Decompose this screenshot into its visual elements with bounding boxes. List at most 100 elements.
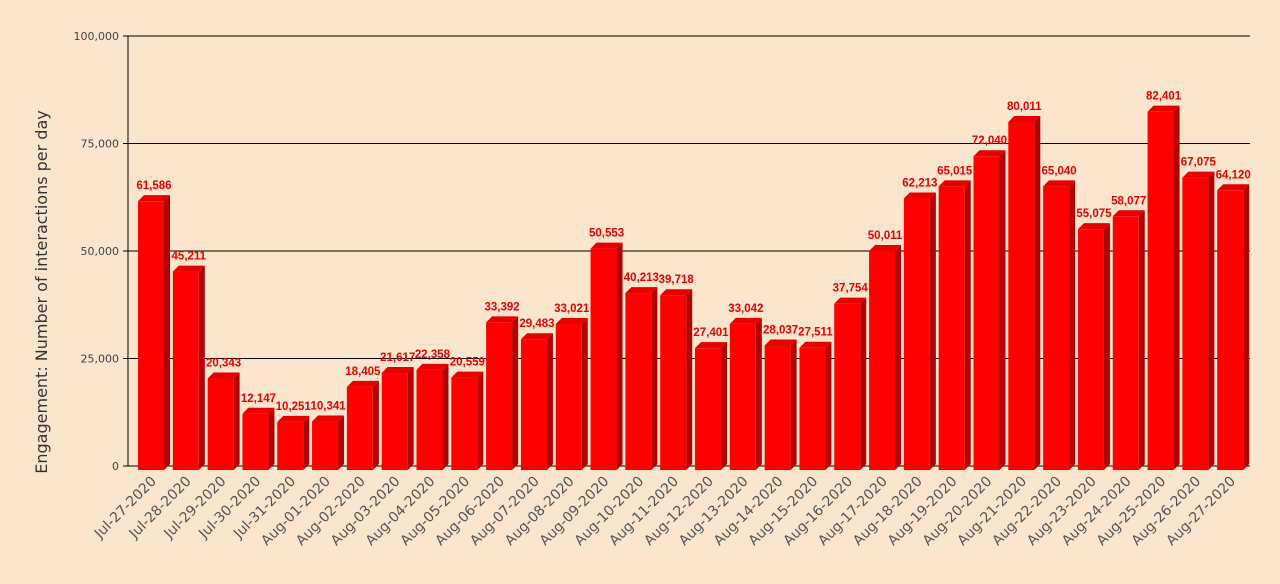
bar bbox=[1043, 180, 1076, 470]
bar-top bbox=[416, 363, 449, 370]
bar-side bbox=[616, 242, 623, 470]
data-label: 65,015 bbox=[937, 165, 973, 177]
bar-front bbox=[869, 250, 896, 470]
bar bbox=[1112, 210, 1145, 470]
bar-front bbox=[1147, 111, 1174, 471]
y-tick-label: 50,000 bbox=[81, 245, 120, 258]
bar-top bbox=[938, 180, 971, 187]
y-axis-ticks: 0 25,000 50,000 75,000 100,000 bbox=[74, 30, 129, 473]
data-label: 40,213 bbox=[624, 272, 659, 284]
bar-top bbox=[660, 289, 693, 296]
bar-side bbox=[929, 192, 936, 470]
bar-top bbox=[172, 265, 205, 272]
bar bbox=[834, 297, 867, 470]
bar-top bbox=[799, 341, 832, 348]
data-label: 45,211 bbox=[172, 251, 207, 263]
data-label: 21,617 bbox=[380, 352, 415, 364]
y-tick-label: 100,000 bbox=[74, 30, 120, 43]
data-label: 80,011 bbox=[1007, 101, 1042, 113]
bar-side bbox=[268, 407, 275, 470]
bar bbox=[520, 333, 553, 470]
bar-top bbox=[695, 342, 727, 349]
bar bbox=[207, 372, 240, 470]
bar-side bbox=[372, 380, 379, 470]
bar-front bbox=[625, 293, 652, 470]
bar-front bbox=[1077, 229, 1104, 470]
bar-front bbox=[312, 421, 339, 470]
bar-front bbox=[381, 373, 408, 470]
bars bbox=[138, 105, 1250, 471]
bar-side bbox=[825, 341, 832, 470]
bar bbox=[695, 342, 727, 470]
bar-front bbox=[903, 198, 930, 470]
bar-side bbox=[477, 371, 484, 470]
data-label: 29,483 bbox=[519, 318, 554, 330]
bar bbox=[799, 341, 832, 470]
bar-side bbox=[1208, 171, 1215, 470]
bar-top bbox=[729, 317, 762, 324]
bar-side bbox=[338, 415, 345, 470]
bar-top bbox=[312, 415, 345, 422]
bar-front bbox=[834, 303, 861, 470]
bar-top bbox=[1077, 223, 1110, 230]
bar bbox=[242, 407, 275, 470]
bar-side bbox=[999, 150, 1006, 470]
bar-side bbox=[1103, 223, 1110, 470]
bar-side bbox=[198, 265, 205, 470]
data-label: 33,042 bbox=[728, 303, 763, 315]
data-label: 50,011 bbox=[868, 230, 903, 242]
bar bbox=[381, 367, 414, 470]
bar-side bbox=[651, 287, 658, 470]
bar-top bbox=[903, 192, 936, 199]
bar bbox=[869, 244, 902, 470]
bar-front bbox=[346, 386, 373, 470]
data-label: 10,251 bbox=[276, 401, 312, 413]
bar-top bbox=[625, 287, 658, 294]
bar-front bbox=[764, 345, 791, 470]
bar-front bbox=[242, 413, 269, 470]
bar-front bbox=[486, 322, 513, 470]
bar bbox=[312, 415, 345, 470]
bar-front bbox=[660, 295, 687, 470]
bar-top bbox=[1182, 171, 1215, 178]
bar bbox=[416, 363, 449, 470]
bar bbox=[973, 150, 1006, 470]
bar-front bbox=[207, 378, 234, 470]
bar-top bbox=[834, 297, 867, 304]
y-axis-title: Engagement: Number of interactions per d… bbox=[32, 110, 51, 473]
bar bbox=[486, 316, 519, 470]
bar-side bbox=[164, 195, 170, 470]
data-label: 72,040 bbox=[972, 135, 1007, 147]
bar-top bbox=[869, 244, 902, 251]
data-label: 22,358 bbox=[415, 349, 451, 361]
bar-top bbox=[242, 407, 275, 414]
data-label: 61,586 bbox=[136, 180, 171, 192]
bar-side bbox=[233, 372, 240, 470]
data-label: 62,213 bbox=[902, 177, 937, 189]
y-tick-label: 0 bbox=[112, 460, 119, 473]
bar bbox=[277, 415, 310, 470]
bar bbox=[1077, 223, 1110, 470]
bar-top bbox=[1147, 105, 1180, 112]
data-label: 20,559 bbox=[450, 357, 485, 369]
data-label: 28,037 bbox=[763, 324, 798, 336]
bar bbox=[1217, 184, 1250, 470]
bar-front bbox=[729, 323, 756, 470]
bar-front bbox=[520, 339, 547, 470]
bar-top bbox=[520, 333, 553, 340]
bar-side bbox=[1138, 210, 1145, 470]
bar-top bbox=[1112, 210, 1145, 217]
bar bbox=[138, 195, 170, 470]
bar-top bbox=[451, 371, 484, 378]
bar-side bbox=[546, 333, 553, 470]
data-label: 37,754 bbox=[833, 283, 869, 295]
bar-top bbox=[1008, 115, 1041, 122]
data-label: 18,405 bbox=[345, 366, 381, 378]
bar bbox=[625, 287, 658, 470]
bar-side bbox=[686, 289, 693, 470]
bar-side bbox=[512, 316, 519, 470]
bar-front bbox=[1043, 186, 1070, 470]
bar-side bbox=[755, 317, 762, 470]
bar-side bbox=[581, 318, 588, 470]
